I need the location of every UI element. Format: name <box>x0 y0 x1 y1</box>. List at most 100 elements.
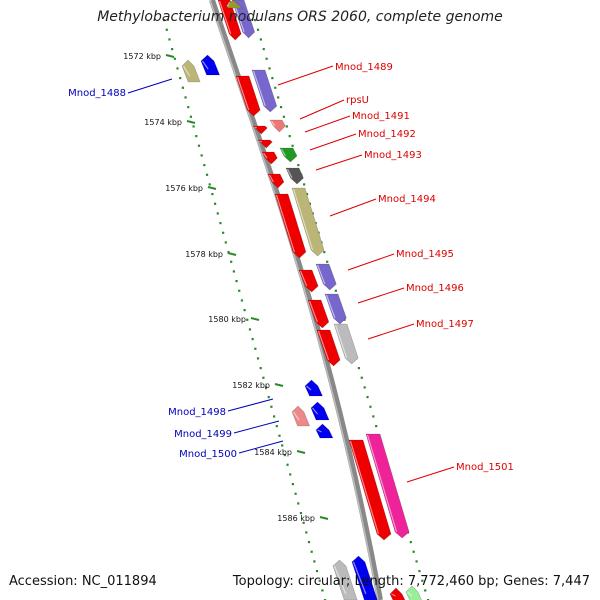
gene-label-mnod-1500[interactable]: Mnod_1500 <box>179 449 237 460</box>
tick-mark <box>250 317 260 321</box>
right-track-dot <box>285 125 288 128</box>
gene-block-mnod-1501 <box>365 433 410 539</box>
gene-block-mnod-1501-shine <box>366 434 398 533</box>
gene-block-mnod-1499-a <box>291 405 311 427</box>
left-track-dot <box>213 202 217 205</box>
right-track-dot <box>421 579 424 582</box>
left-track-dot <box>168 38 171 41</box>
right-track-dot <box>259 38 262 41</box>
gene-block-mnod-1496-red <box>307 299 330 329</box>
leader-line-mnod-1493 <box>315 154 363 171</box>
gene-block-mnod-1489-shine <box>252 70 266 107</box>
left-track-dot <box>184 96 187 99</box>
left-track-dot <box>224 241 227 244</box>
gene-block-mnod-1491-red-shine <box>259 140 262 143</box>
right-track-dot <box>254 19 257 22</box>
gene-block-mnod-1497-shine <box>334 324 348 359</box>
right-track-dot <box>262 48 265 51</box>
gene-label-mnod-1491[interactable]: Mnod_1491 <box>352 111 410 122</box>
leader-line-mnod-1489 <box>277 65 334 86</box>
gene-block-mnod-1499-a-shine <box>293 411 300 421</box>
gene-block-mnod-1494-red <box>274 193 307 259</box>
left-track-dot <box>248 328 252 331</box>
right-track-dot <box>271 77 274 80</box>
tick-label: 1574 kbp <box>144 118 182 127</box>
left-track-dot <box>238 289 241 292</box>
gene-block-mnod-1499-b <box>310 401 330 421</box>
right-track-dot <box>288 135 291 138</box>
gene-block-mnod-1494-shine <box>292 188 314 251</box>
left-track-dot <box>283 454 286 457</box>
right-track-dot <box>360 376 363 379</box>
left-track-dot <box>205 173 209 176</box>
right-track-dot <box>366 396 369 399</box>
right-track-dot <box>305 193 309 196</box>
gene-label-mnod-1489[interactable]: Mnod_1489 <box>335 62 393 73</box>
left-track-dot <box>171 48 174 51</box>
gene-block-mnod-1493-red-shine <box>268 174 274 183</box>
gene-block-mnod-1492-red-shine <box>263 152 268 159</box>
left-track-dot <box>310 550 313 553</box>
position-ticks: 1572 kbp 1574 kbp 1576 kbp 1578 kbp 1580 kbp… <box>123 52 329 523</box>
right-track-dot <box>372 415 375 418</box>
gene-label-mnod-1494[interactable]: Mnod_1494 <box>378 194 436 205</box>
gene-block-top-c-shine <box>226 1 231 7</box>
gene-label-mnod-1499[interactable]: Mnod_1499 <box>174 429 232 440</box>
left-track-dot <box>299 512 303 515</box>
right-track-dot <box>268 67 271 70</box>
gene-block-mnod-1494 <box>291 187 325 257</box>
tick-mark <box>274 383 284 387</box>
left-track-dot <box>302 521 305 524</box>
left-track-dot <box>163 19 166 22</box>
genome-backbone <box>209 0 383 600</box>
leader-line-mnod-1494 <box>329 198 377 217</box>
left-track-dot <box>289 473 292 476</box>
gene-block-top-b <box>231 0 255 39</box>
gene-label-mnod-1501[interactable]: Mnod_1501 <box>456 462 514 473</box>
tick-label: 1576 kbp <box>165 184 203 193</box>
leader-line-mnod-1491 <box>304 115 351 133</box>
gene-block-mnod-1489 <box>251 69 278 113</box>
left-track-dot <box>181 86 184 89</box>
gene-block-mnod-1501-red <box>348 439 392 541</box>
left-track-dot <box>313 560 316 563</box>
tick-label: 1580 kbp <box>208 315 246 324</box>
left-track-dot <box>262 376 265 379</box>
gene-block-top-a-shine <box>218 0 232 35</box>
gene-label-mnod-1496[interactable]: Mnod_1496 <box>406 283 464 294</box>
gene-label-mnod-1495[interactable]: Mnod_1495 <box>396 249 454 260</box>
gene-label-mnod-1497[interactable]: Mnod_1497 <box>416 319 474 330</box>
backbone-highlight <box>209 0 379 600</box>
gene-block-mnod-1492 <box>279 147 298 163</box>
gene-block-bottom-a-shine <box>333 565 347 595</box>
gene-label-mnod-1493[interactable]: Mnod_1493 <box>364 150 422 161</box>
right-track-dot <box>357 367 360 370</box>
gene-block-rpsu <box>269 119 286 133</box>
left-track-dot <box>235 280 238 283</box>
gene-label-rpsu[interactable]: rpsU <box>346 95 369 106</box>
left-track-dot <box>286 463 289 466</box>
backbone-line <box>209 0 383 600</box>
right-track-dot <box>323 251 326 254</box>
left-track-dot <box>192 125 195 128</box>
gene-block-mnod-1496-shine <box>325 294 336 319</box>
gene-block-mnod-1495-red-shine <box>299 270 308 287</box>
left-track-dot <box>211 193 214 196</box>
gene-block-mnod-1500 <box>315 423 334 439</box>
left-track-dot <box>232 270 235 273</box>
left-track-dot <box>195 135 198 138</box>
gene-label-mnod-1488[interactable]: Mnod_1488 <box>68 88 126 99</box>
gene-label-mnod-1498[interactable]: Mnod_1498 <box>168 407 226 418</box>
right-track-dot <box>412 550 415 553</box>
leader-line-mnod-1500 <box>238 440 284 454</box>
tick-mark <box>319 516 329 520</box>
gene-block-mnod-1496 <box>324 293 347 325</box>
leader-line-rpsu <box>299 99 345 120</box>
left-track-dot <box>315 570 319 573</box>
gene-block-mnod-1493 <box>285 167 304 185</box>
gene-block-bottom-c <box>389 587 406 600</box>
gene-block-rpsu-shine <box>271 120 276 127</box>
tick-mark <box>207 186 217 190</box>
gene-label-mnod-1492[interactable]: Mnod_1492 <box>358 129 416 140</box>
gene-block-mnod-1498-shine <box>306 385 312 391</box>
